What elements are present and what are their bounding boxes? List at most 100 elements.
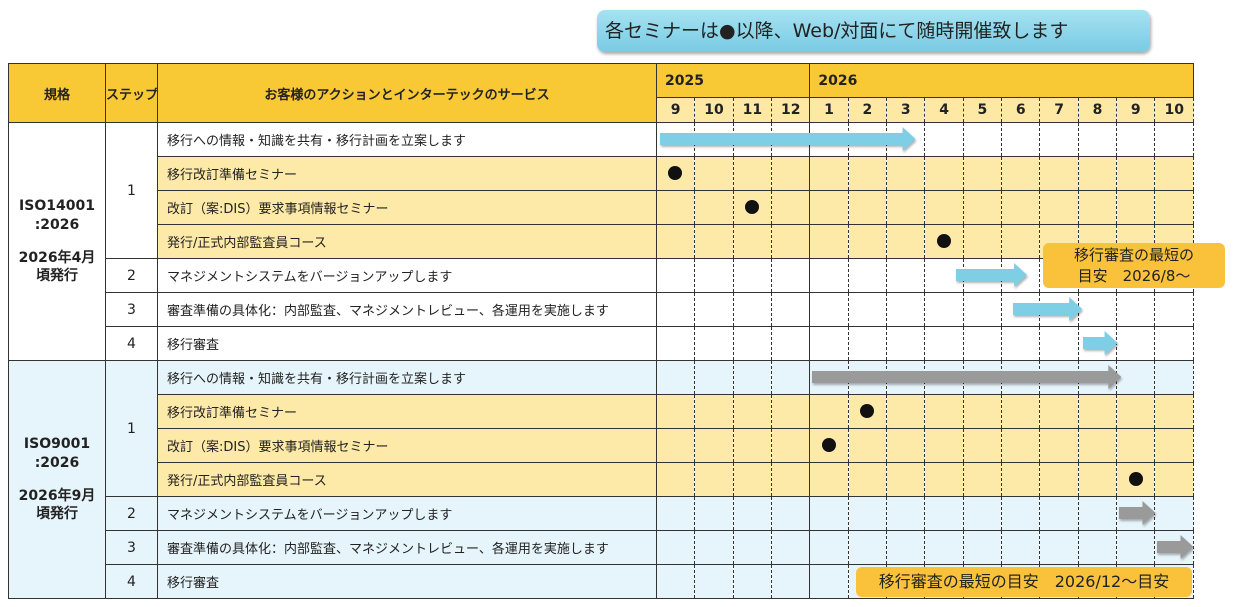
month-cell	[1001, 190, 1041, 225]
month-cell	[924, 326, 964, 361]
step-number: 4	[105, 326, 158, 361]
month-cell	[655, 462, 696, 497]
year-2026-header: 2026	[809, 63, 1194, 98]
step-number: 2	[105, 496, 158, 531]
standard-header: 規格	[8, 63, 106, 123]
month-cell	[924, 190, 964, 225]
standard-cell: ISO9001 :2026 2026年9月 頃発行	[8, 360, 106, 599]
month-cell	[1154, 530, 1194, 565]
month-cell	[847, 122, 888, 157]
table-row: 改訂（案:DIS）要求事項情報セミナー	[9, 190, 1194, 225]
month-cell	[694, 462, 734, 497]
issue-date: 2026年9月 頃発行	[18, 487, 96, 523]
month-cell	[1001, 530, 1041, 565]
month-cell	[847, 462, 888, 497]
month-cell	[1077, 190, 1118, 225]
action-cell: 移行改訂準備セミナー	[157, 156, 657, 191]
seminar-notice-banner: 各セミナーは●以降、Web/対面にて随時開催致します	[597, 10, 1150, 52]
month-cell	[694, 224, 734, 259]
month-cell	[962, 496, 1003, 531]
month-cell	[1116, 394, 1156, 429]
month-cell	[655, 428, 696, 463]
month-cell	[809, 394, 849, 429]
month-cell	[771, 564, 811, 599]
table-row: ISO9001 :2026 2026年9月 頃発行 1 移行への情報・知識を共有・移行…	[8, 360, 1194, 599]
month-cell	[809, 496, 849, 531]
month-cell	[886, 428, 926, 463]
month-cell	[1039, 428, 1079, 463]
year-2025-header: 2025	[655, 63, 811, 98]
month-cell	[732, 394, 773, 429]
table-row: 発行/正式内部監査員コース	[9, 224, 1194, 259]
month-cell	[847, 530, 888, 565]
month-cell	[962, 530, 1003, 565]
standard-cell: ISO14001 :2026 2026年4月 頃発行	[8, 122, 106, 361]
month-cell	[924, 530, 964, 565]
month-cell	[809, 156, 849, 191]
month-cell	[655, 190, 696, 225]
month-cell	[1154, 122, 1194, 157]
month-cell	[809, 360, 849, 395]
month-cell	[809, 258, 849, 293]
month-cell	[1154, 394, 1194, 429]
month-cell	[732, 530, 773, 565]
action-cell: 発行/正式内部監査員コース	[157, 224, 657, 259]
month-cell	[655, 292, 696, 327]
month-cell	[886, 496, 926, 531]
action-cell: 発行/正式内部監査員コース	[157, 462, 657, 497]
month-cell	[1116, 360, 1156, 395]
month-cell	[771, 122, 811, 157]
month-cell	[962, 326, 1003, 361]
month-cell	[1154, 190, 1194, 225]
table-row: 改訂（案:DIS）要求事項情報セミナー	[9, 428, 1194, 463]
month-cell	[1039, 394, 1079, 429]
month-cell	[771, 156, 811, 191]
action-cell: 改訂（案:DIS）要求事項情報セミナー	[157, 190, 657, 225]
month-cell	[1116, 530, 1156, 565]
month-cell	[694, 564, 734, 599]
month-cell	[694, 394, 734, 429]
month-cell	[771, 326, 811, 361]
month-cell	[732, 326, 773, 361]
month-cell	[694, 258, 734, 293]
month-cell	[771, 428, 811, 463]
month-cell	[924, 122, 964, 157]
month-cell	[1116, 428, 1156, 463]
month-cell	[1077, 496, 1118, 531]
month-cell	[1077, 360, 1118, 395]
month-cell	[1154, 292, 1194, 327]
month-cell	[924, 360, 964, 395]
month-cell	[1116, 326, 1156, 361]
month-header: 9	[1116, 97, 1156, 123]
month-cell	[732, 190, 773, 225]
month-cell	[732, 122, 773, 157]
step-number: 3	[105, 530, 158, 565]
migration-schedule-table: 規格 ステップ お客様のアクションとインターテックのサービス 2025 2026…	[8, 63, 1194, 599]
month-cell	[1001, 326, 1041, 361]
month-header: 1	[809, 97, 849, 123]
month-cell	[694, 496, 734, 531]
month-cell	[1077, 326, 1118, 361]
month-cell	[847, 156, 888, 191]
month-cell	[886, 326, 926, 361]
month-header: 8	[1077, 97, 1118, 123]
month-cell	[1039, 122, 1079, 157]
month-cell	[962, 462, 1003, 497]
month-cell	[809, 326, 849, 361]
month-cell	[1039, 360, 1079, 395]
month-cell	[924, 292, 964, 327]
month-cell	[771, 530, 811, 565]
month-cell	[809, 122, 849, 157]
month-cell	[1001, 122, 1041, 157]
iso9001-audit-callout: 移行審査の最短の目安 2026/12～目安	[856, 567, 1192, 597]
month-header: 3	[886, 97, 926, 123]
month-cell	[655, 394, 696, 429]
month-cell	[1077, 530, 1118, 565]
month-cell	[655, 122, 696, 157]
month-cell	[924, 496, 964, 531]
action-cell: 審査準備の具体化：内部監査、マネジメントレビュー、各運用を実施します	[157, 530, 657, 565]
month-cell	[771, 292, 811, 327]
table-row: 3 審査準備の具体化：内部監査、マネジメントレビュー、各運用を実施します	[9, 292, 1194, 327]
table-row: 移行改訂準備セミナー	[9, 156, 1194, 191]
month-cell	[732, 496, 773, 531]
